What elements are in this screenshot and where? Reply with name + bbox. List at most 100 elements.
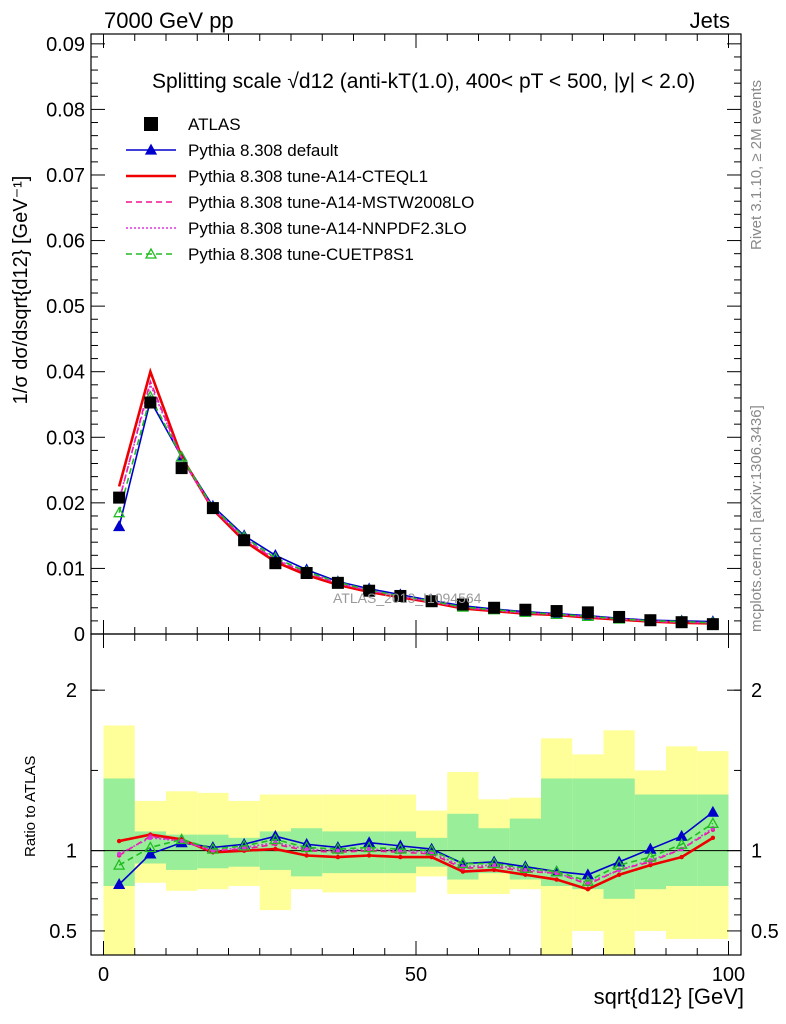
ratio-series-4-point [394,842,407,854]
x-tick-label: 0 [98,964,109,986]
atlas-data-point [300,567,313,580]
main-y-tick-label: 0.09 [46,34,85,56]
ratio-series-1-point [460,869,466,874]
ratio-series-1-point [679,854,684,860]
ratio-series-1-point [273,846,278,852]
ratio-series-0-point [581,868,594,880]
main-y-tick-label: 0.06 [46,231,85,253]
ratio-series-1-point [648,862,653,868]
legend-label: Pythia 8.308 tune-A14-CTEQL1 [188,167,428,186]
ratio-series-4-point [206,842,219,854]
ratio-series-1-point [523,872,528,877]
atlas-data-point [675,616,688,629]
atlas-data-point [238,534,251,547]
ratio-series-4-point [550,865,563,877]
main-y-tick-label: 0.01 [46,558,85,580]
atlas-data-point [363,584,376,597]
stat-band-bin [634,794,666,890]
ratio-series-3-point [585,880,591,885]
atlas-data-point [175,462,188,475]
ratio-series-4-point [581,874,594,886]
rivet-version-label: Rivet 3.1.10, ≥ 2M events [748,80,765,250]
main-y-tick-label: 0.05 [46,296,85,318]
ratio-series-4-point [706,817,719,829]
ratio-series-0-point [706,805,719,817]
ratio-series-4-point [175,833,188,845]
x-tick-label: 100 [712,964,745,986]
ratio-series-1-point [304,853,309,858]
atlas-data-point [331,576,344,589]
ratio-series-1-point [554,877,559,882]
ratio-series-0-point [144,847,157,859]
ratio-series-4-point [113,858,126,870]
atlas-data-point [113,491,126,504]
ratio-series-4-point [644,850,657,862]
main-y-axis-label: 1/σ dσ/dsqrt{d12} [GeV⁻¹] [10,175,32,405]
legend-marker-atlas [144,117,158,131]
atlas-data-point [269,557,282,570]
legend-label: Pythia 8.308 default [188,141,339,160]
ratio-series-4-point [425,844,438,856]
ratio-series-4-point [675,837,688,849]
ratio-y-tick-label-right: 2 [751,680,762,702]
ratio-series-4-point [238,839,251,851]
legend-label: Pythia 8.308 tune-A14-NNPDF2.3LO [188,219,467,238]
ratio-series-3-point [116,851,122,857]
ratio-series-3-point [148,835,153,841]
ratio-series-3-point [179,838,184,844]
legend-label: Pythia 8.308 tune-CUETP8S1 [188,245,414,264]
ratio-series-3-point [648,858,653,863]
legend-label: Pythia 8.308 tune-A14-MSTW2008LO [188,193,474,212]
ratio-series-1-point [491,867,497,873]
ratio-series-1-point [710,835,716,841]
main-y-tick-label: 0.04 [46,362,85,384]
ratio-y-tick-label: 1 [66,841,77,863]
ratio-series-4-point [331,842,344,854]
atlas-data-point [425,595,438,608]
ratio-series-1-point [398,854,403,860]
atlas-data-point [706,618,719,631]
ratio-series-1-point [366,853,372,858]
chart-title: Splitting scale √d12 (anti-kT(1.0), 400<… [152,70,696,93]
ratio-series-4-point [363,841,376,853]
main-y-tick-label: 0.08 [46,99,85,121]
ratio-series-0-point [113,878,126,890]
ratio-series-4-line [118,822,714,883]
ratio-series-1-line [118,833,714,891]
ratio-series-0-line [118,811,714,885]
ratio-series-3-point [616,867,622,873]
ratio-series-4-point [269,833,282,845]
legend-label: ATLAS [188,115,241,134]
ratio-series-4-point [519,861,532,873]
ratio-series-3-point [679,846,684,852]
ratio-series-3-point [710,826,716,831]
atlas-data-point [394,589,407,602]
atlas-data-point [519,603,532,616]
ratio-series-4-point [488,857,501,869]
ratio-series-4-point [613,858,626,870]
ratio-series-1-point [335,854,341,860]
ratio-series-4-point [300,841,313,853]
atlas-data-point [488,601,501,614]
header-left-label: 7000 GeV pp [104,8,234,33]
ratio-series-1-point [616,872,622,877]
header-right-label: Jets [689,8,730,33]
main-y-tick-label: 0.07 [46,165,85,187]
ratio-y-tick-label-right: 1 [751,841,762,863]
main-series-5-point [175,450,188,462]
ratio-series-1-point [116,838,122,844]
ratio-y-tick-label: 2 [66,680,77,702]
ratio-series-3-line [118,827,714,884]
stat-band-bin [103,778,135,886]
watermark-label: ATLAS_2013_I1094564 [333,590,482,606]
main-series-5-point [113,506,126,518]
legend-marker [144,143,158,155]
atlas-data-point [550,605,563,618]
ratio-series-4-point [144,841,157,853]
ratio-series-1-point [429,854,434,860]
ratio-series-3-point [335,848,341,853]
ratio-series-3-point [523,867,528,873]
ratio-series-3-point [460,864,466,869]
atlas-data-point [581,606,594,619]
